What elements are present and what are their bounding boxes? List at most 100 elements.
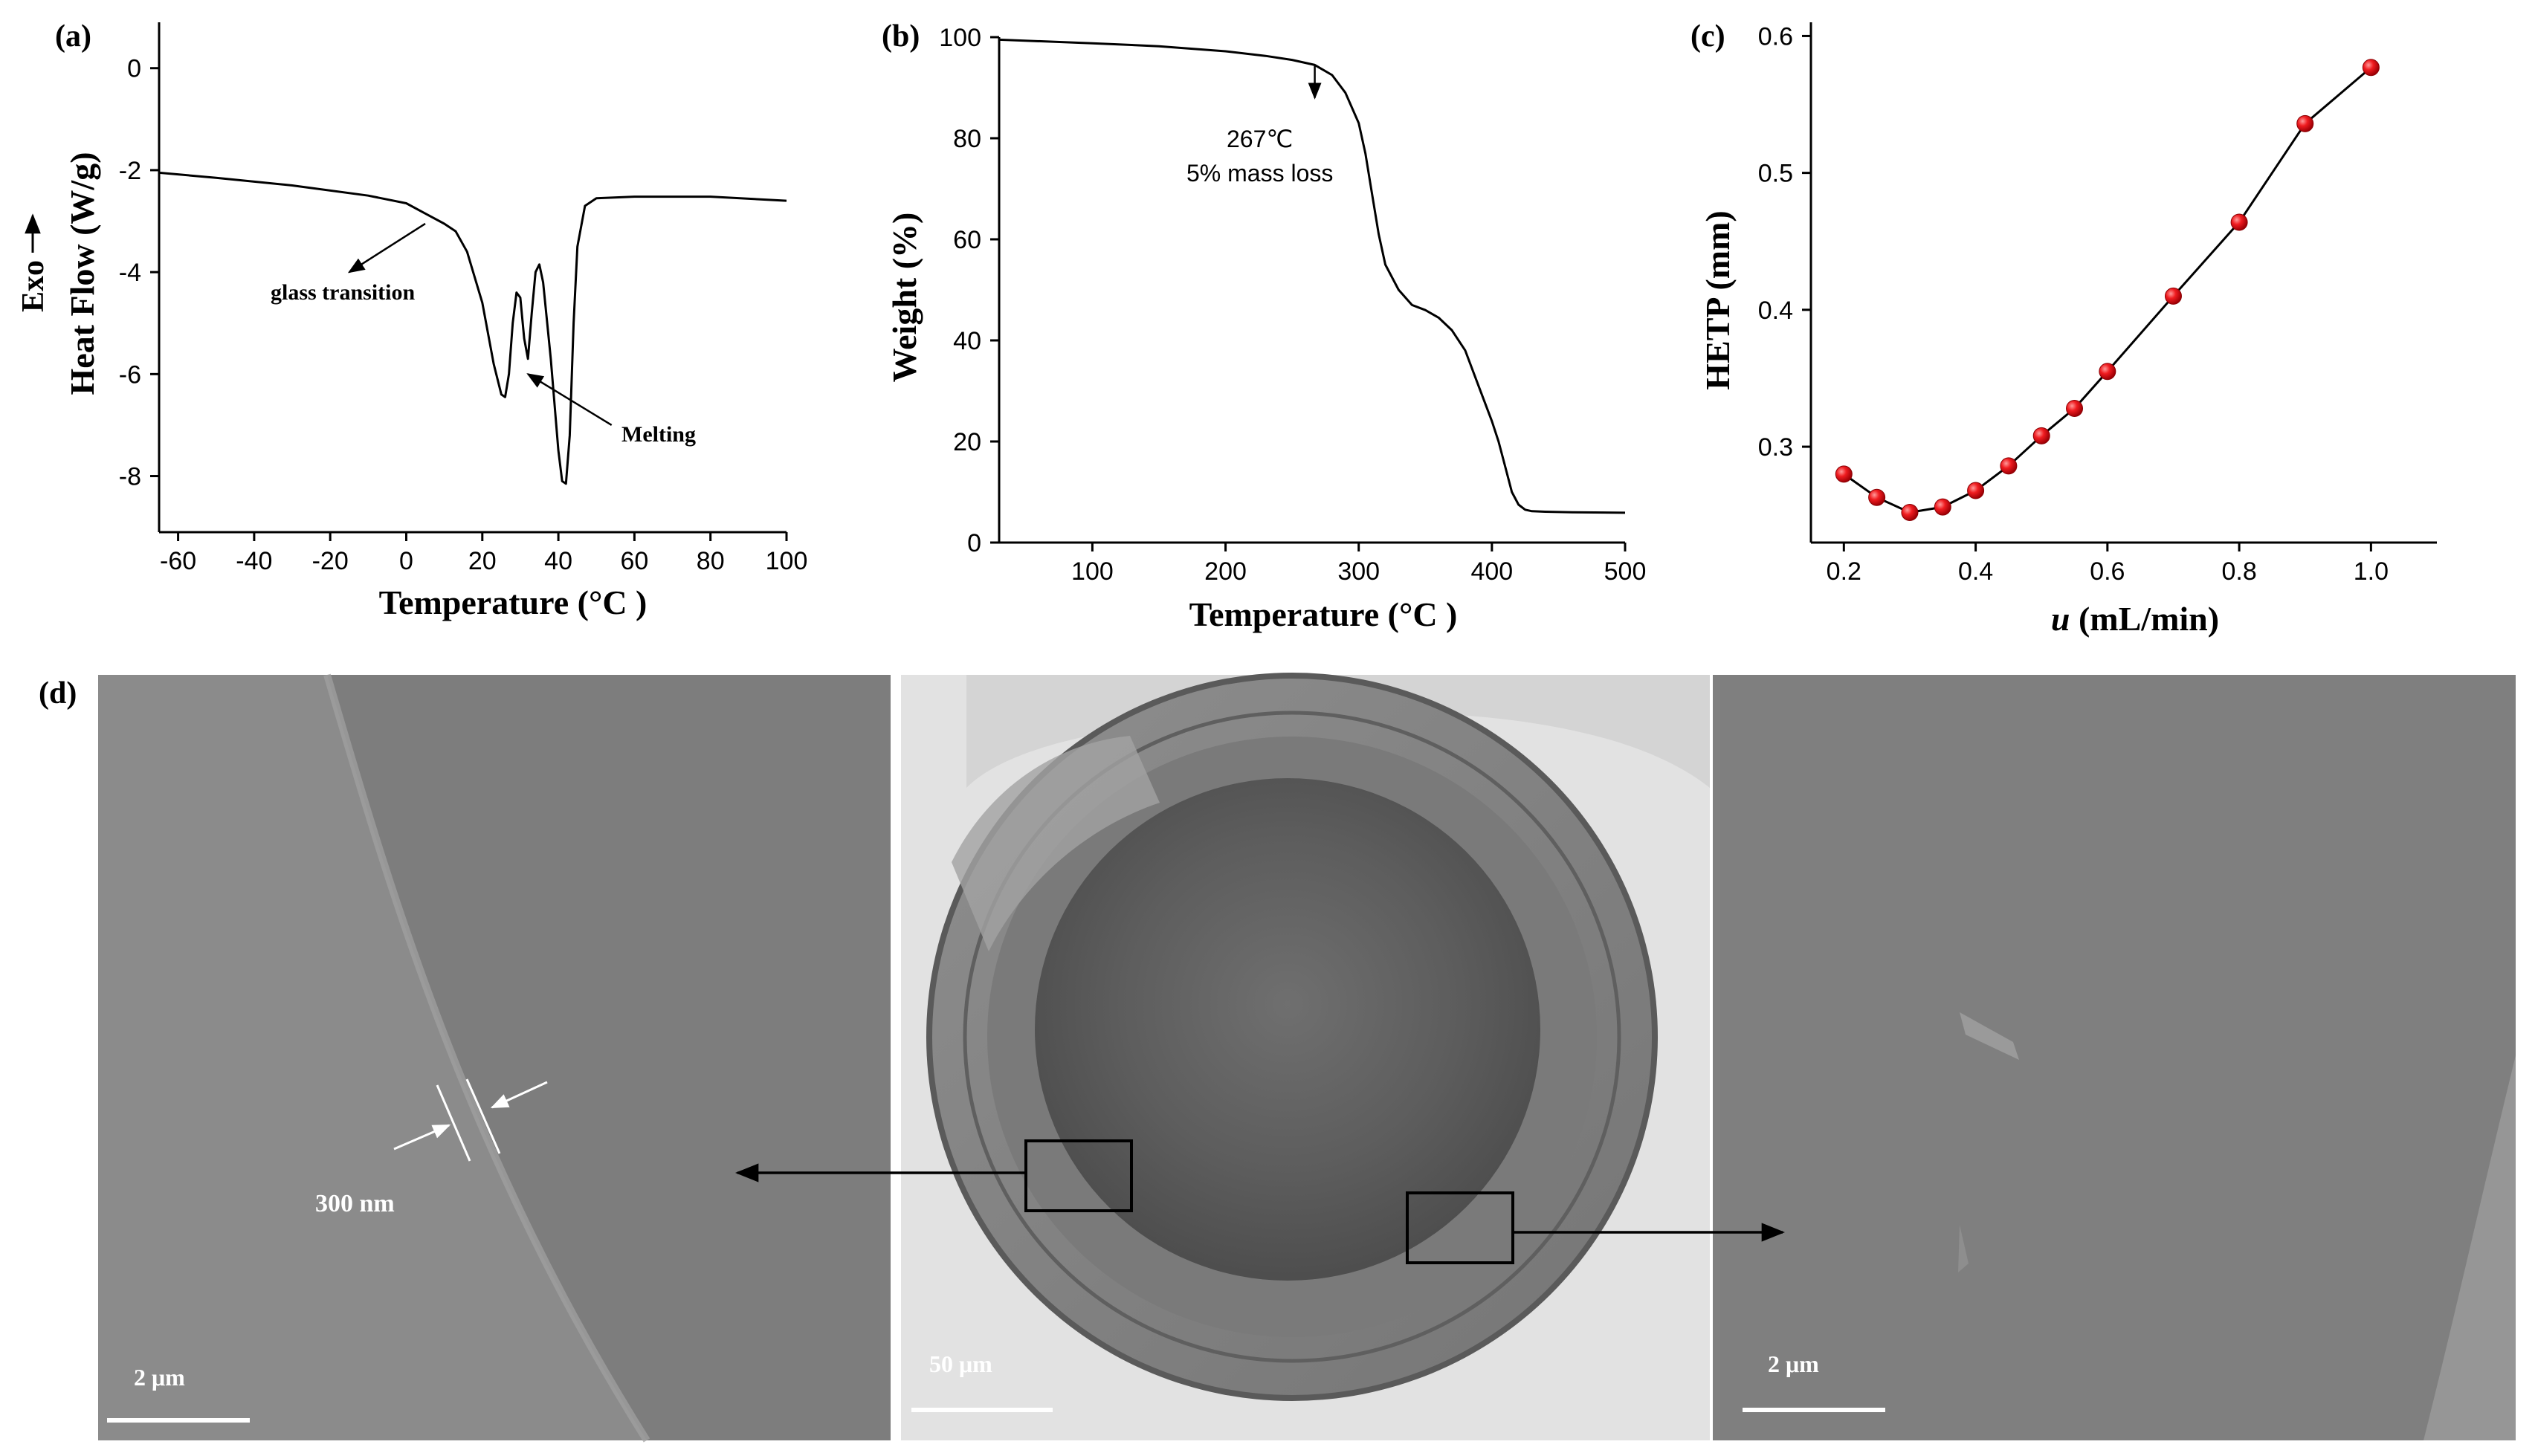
series-line: [998, 38, 1626, 514]
series-line: [1843, 66, 2372, 514]
data-points: [1835, 59, 2380, 521]
panel-a-dsc-chart: (a) -60 -40 -20 0 20 40 60 80 100 0 -2 -4 -6 -8 glass…: [16, 19, 807, 621]
x-tick-label: 0.2: [1827, 557, 1861, 586]
x-tick-label: 60: [620, 547, 648, 575]
series-line: [158, 171, 787, 485]
annotation-label: glass transition: [271, 280, 416, 305]
x-axis-label: Temperature (°C ): [1189, 595, 1458, 633]
x-tick-label: -60: [160, 547, 196, 575]
panel-label-b: (b): [882, 19, 920, 54]
x-tick-label: 0.8: [2221, 557, 2256, 586]
scale-bar: [911, 1408, 1053, 1412]
data-point: [2032, 427, 2050, 444]
thickness-arrow: [393, 1124, 451, 1151]
sem-image-middle: 50 μm: [901, 673, 1710, 1440]
zoom-box-left: [1024, 1139, 1133, 1212]
x-tick-label: -20: [312, 547, 349, 575]
sem-right-particle: [1960, 1012, 2019, 1060]
y-axis-label: Weight (%): [885, 213, 923, 383]
panel-label-c: (c): [1690, 19, 1725, 54]
sem-mid-fracture: [952, 736, 1160, 951]
data-point: [2362, 59, 2380, 77]
x-axis-label: Temperature (°C ): [379, 583, 648, 621]
x-tick-label: 1.0: [2354, 557, 2389, 586]
scale-bar-label: 2 μm: [1768, 1350, 1819, 1377]
annotations: glass transition Melting: [271, 222, 696, 447]
axes: [150, 22, 788, 541]
tick-labels: 100 200 300 400 500 0 20 40 60 80 100: [939, 24, 1646, 586]
exo-label: Exo: [16, 260, 51, 312]
thickness-marker-line: [436, 1084, 471, 1162]
sem-left-wall: [98, 675, 647, 1440]
y-tick-label: 0.5: [1758, 160, 1793, 188]
tick-labels: -60 -40 -20 0 20 40 60 80 100 0 -2 -4 -6 -8: [119, 55, 808, 575]
scale-bar-label: 50 μm: [929, 1350, 992, 1377]
thickness-arrow: [490, 1081, 548, 1109]
data-point: [2000, 457, 2018, 475]
data-point: [2164, 287, 2182, 305]
y-tick-label: 60: [953, 226, 981, 254]
x-tick-label: 0.4: [1958, 557, 1993, 586]
x-tick-label: 200: [1204, 557, 1247, 586]
panel-b-tga-chart: (b) 100 200 300 400 500 0 20 40 60 80 100 267℃ 5% m…: [882, 19, 1646, 633]
x-tick-label: 100: [1071, 557, 1114, 586]
data-point: [1934, 498, 1951, 516]
exo-indicator: Exo: [16, 213, 51, 312]
y-tick-label: 40: [953, 327, 981, 355]
y-tick-label: -8: [119, 463, 141, 491]
x-axis-label-variable: u: [2051, 600, 2070, 638]
axes: [1802, 22, 2437, 551]
sem-mid-lumen: [1035, 778, 1540, 1281]
x-tick-label: 80: [697, 547, 725, 575]
data-point: [1967, 482, 1985, 499]
annotation-label: Melting: [621, 422, 696, 447]
data-point: [2230, 213, 2248, 231]
x-axis-label: u (mL/min): [2051, 600, 2219, 638]
x-tick-label: 0: [399, 547, 413, 575]
data-point: [2066, 399, 2084, 417]
panel-c-hetp-chart: (c) 0.2 0.4 0.6 0.8 1.0 0.3 0.4 0.5 0.6 u (mL/mi…: [1690, 19, 2437, 638]
x-tick-label: -40: [236, 547, 272, 575]
y-tick-label: 0: [127, 55, 141, 83]
scale-bar: [1743, 1408, 1885, 1412]
sem-right-particle: [1958, 1225, 1969, 1272]
y-tick-label: 0: [967, 529, 981, 557]
annotation-label: 267℃: [1227, 126, 1293, 152]
y-tick-label: 100: [939, 24, 981, 52]
sem-mid-ring: [963, 711, 1621, 1363]
y-tick-label: 20: [953, 428, 981, 456]
series-lines: [998, 38, 1626, 514]
sem-image-right: 2 μm: [1713, 675, 2516, 1440]
y-axis-label: Heat Flow (W/g): [63, 152, 101, 395]
x-tick-label: 400: [1470, 557, 1513, 586]
y-tick-label: -2: [119, 157, 141, 185]
data-point: [1868, 488, 1886, 506]
series-lines: [1843, 66, 2372, 514]
y-tick-label: 0.3: [1758, 433, 1793, 462]
x-axis-label-unit: (mL/min): [2070, 600, 2219, 638]
thickness-marker-line: [465, 1078, 501, 1154]
sem-right-edge: [2423, 1055, 2516, 1440]
thickness-label: 300 nm: [315, 1190, 395, 1217]
data-point: [1835, 465, 1853, 483]
x-tick-label: 300: [1337, 557, 1380, 586]
sem-left-coating-edge: [323, 673, 650, 1443]
tick-labels: 0.2 0.4 0.6 0.8 1.0 0.3 0.4 0.5 0.6: [1758, 22, 2389, 586]
panel-label-a: (a): [55, 19, 91, 54]
annotation-arrow: [347, 222, 426, 274]
scale-bar: [107, 1418, 250, 1423]
y-axis-label: HETP (mm): [1699, 210, 1737, 389]
y-tick-label: 0.4: [1758, 297, 1793, 325]
panel-label-d: (d): [39, 676, 77, 711]
y-tick-label: -6: [119, 360, 141, 389]
data-point: [2099, 363, 2116, 381]
annotations: 267℃ 5% mass loss: [1186, 65, 1333, 187]
sem-right-background: [1713, 675, 2516, 1440]
zoom-box-right: [1406, 1191, 1514, 1264]
x-tick-label: 100: [766, 547, 808, 575]
scale-bar-label: 2 μm: [134, 1364, 185, 1391]
annotation-arrow: [526, 373, 613, 427]
axes: [990, 36, 1627, 551]
sem-image-left: 300 nm 2 μm: [98, 673, 891, 1443]
